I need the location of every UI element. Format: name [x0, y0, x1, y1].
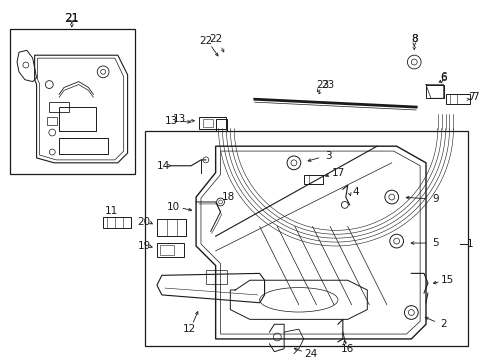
Text: 6: 6: [441, 73, 447, 83]
Bar: [49, 102, 69, 112]
Text: 7: 7: [471, 92, 478, 102]
Bar: [59, 138, 108, 154]
Text: 5: 5: [433, 238, 439, 248]
Text: 4: 4: [352, 187, 359, 197]
Bar: [199, 117, 226, 129]
Text: 11: 11: [104, 206, 118, 216]
Bar: [59, 107, 96, 131]
Bar: [206, 270, 227, 284]
Text: 8: 8: [411, 33, 417, 44]
Text: 22: 22: [199, 36, 213, 45]
Bar: [157, 219, 186, 236]
Bar: [203, 119, 213, 127]
Bar: [304, 175, 323, 184]
Text: 6: 6: [441, 72, 447, 82]
Text: 7: 7: [467, 92, 474, 102]
Text: 9: 9: [433, 194, 439, 204]
Text: 24: 24: [304, 348, 317, 359]
Bar: [157, 243, 184, 257]
Text: 15: 15: [441, 275, 454, 285]
Bar: [48, 117, 57, 125]
Text: 1: 1: [466, 239, 473, 249]
Bar: [445, 94, 470, 104]
Text: 17: 17: [331, 168, 344, 177]
Text: 22: 22: [209, 33, 222, 44]
Text: 21: 21: [64, 12, 79, 24]
Text: 13: 13: [165, 116, 178, 126]
Text: 20: 20: [138, 216, 151, 226]
Text: 14: 14: [157, 161, 171, 171]
Text: 21: 21: [65, 13, 78, 23]
Text: 12: 12: [183, 324, 196, 334]
Bar: [10, 29, 135, 174]
Text: 23: 23: [317, 80, 330, 90]
Text: 13: 13: [173, 114, 186, 124]
Text: 18: 18: [222, 192, 235, 202]
Bar: [426, 85, 443, 98]
Text: 2: 2: [441, 319, 447, 329]
Text: 8: 8: [411, 33, 417, 44]
Bar: [145, 131, 468, 346]
Text: 3: 3: [325, 151, 331, 161]
Bar: [160, 245, 173, 255]
Text: 23: 23: [321, 80, 335, 90]
Text: 10: 10: [167, 202, 180, 212]
Bar: [103, 217, 130, 228]
Text: 19: 19: [138, 241, 151, 251]
Text: 16: 16: [341, 344, 354, 354]
Bar: [216, 119, 227, 131]
